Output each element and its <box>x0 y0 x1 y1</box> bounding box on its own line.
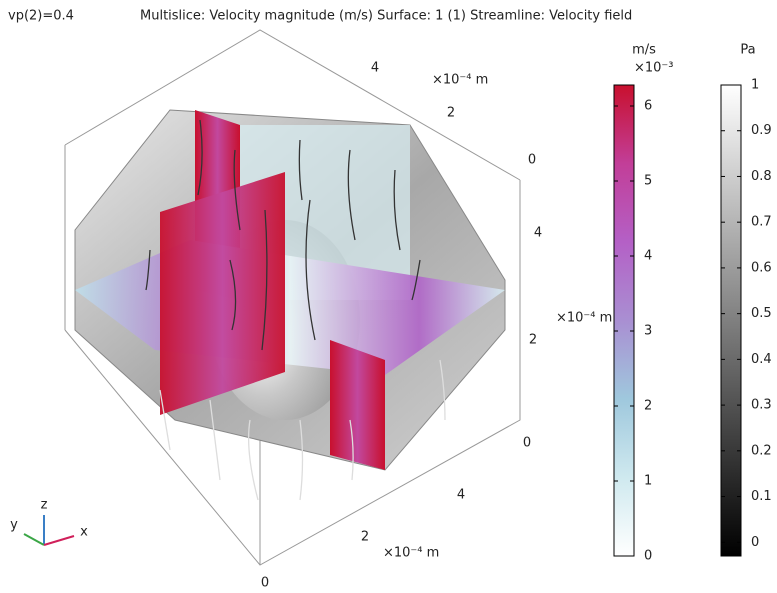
triad-label: x <box>80 525 88 540</box>
page: {"header": {"parameter": "vp(2)=0.4", "t… <box>0 0 777 593</box>
colorbar-tick-label: 0.9 <box>751 123 772 138</box>
colorbar-unit: m/s <box>632 43 656 58</box>
axis-tick-label: 4 <box>371 61 379 76</box>
axis-tick-label: 2 <box>529 333 537 348</box>
triad-label: y <box>10 518 18 533</box>
colorbar-tick-label: 0.3 <box>751 398 772 413</box>
colorbar-tick-label: 0.1 <box>751 489 772 504</box>
colorbar-scale: ×10⁻³ <box>634 61 674 76</box>
triad-x <box>44 536 74 545</box>
colorbar-tick-label: 0.6 <box>751 260 772 275</box>
colorbar-tick-label: 0.5 <box>751 306 772 321</box>
colorbar-tick-label: 1 <box>644 474 652 489</box>
colorbar-tick-label: 2 <box>644 399 652 414</box>
chart: vp(2)=0.4 Multislice: Velocity magnitude… <box>0 0 777 593</box>
colorbar <box>721 85 741 556</box>
axis-tick-label: 0 <box>528 153 536 168</box>
triad-label: z <box>41 498 48 513</box>
colorbar-tick-label: 3 <box>644 324 652 339</box>
axis-tick-label: 2 <box>361 530 369 545</box>
colorbar <box>614 85 634 556</box>
colorbar-tick-label: 0.8 <box>751 169 772 184</box>
plot-title: Multislice: Velocity magnitude (m/s) Sur… <box>140 9 632 24</box>
colorbar-unit: Pa <box>740 43 755 58</box>
axis-tick-label: 2 <box>447 106 455 121</box>
colorbar-tick-label: 0.2 <box>751 443 772 458</box>
axis-tick-label: 0 <box>261 576 269 591</box>
axis-tick-label: 0 <box>523 436 531 451</box>
colorbar-tick-label: 0.4 <box>751 352 772 367</box>
colorbar-tick-label: 4 <box>644 249 652 264</box>
axis-tick-label: 4 <box>534 226 542 241</box>
colorbar-tick-label: 1 <box>751 78 759 93</box>
slice-plane <box>330 340 385 470</box>
colorbar-tick-label: 6 <box>644 99 652 114</box>
axis-tick-label: 4 <box>457 488 465 503</box>
axis-unit: ×10⁻⁴ m <box>556 311 612 326</box>
axis-unit: ×10⁻⁴ m <box>383 546 439 561</box>
colorbar-tick-label: 5 <box>644 174 652 189</box>
parameter: vp(2)=0.4 <box>8 9 74 24</box>
axis-triad: z y x <box>10 498 88 546</box>
triad-y <box>24 534 44 545</box>
colorbar-tick-label: 0.7 <box>751 215 772 230</box>
colorbar-tick-label: 0 <box>644 549 652 564</box>
axis-unit: ×10⁻⁴ m <box>432 73 488 88</box>
colorbar-tick-label: 0 <box>751 535 759 550</box>
